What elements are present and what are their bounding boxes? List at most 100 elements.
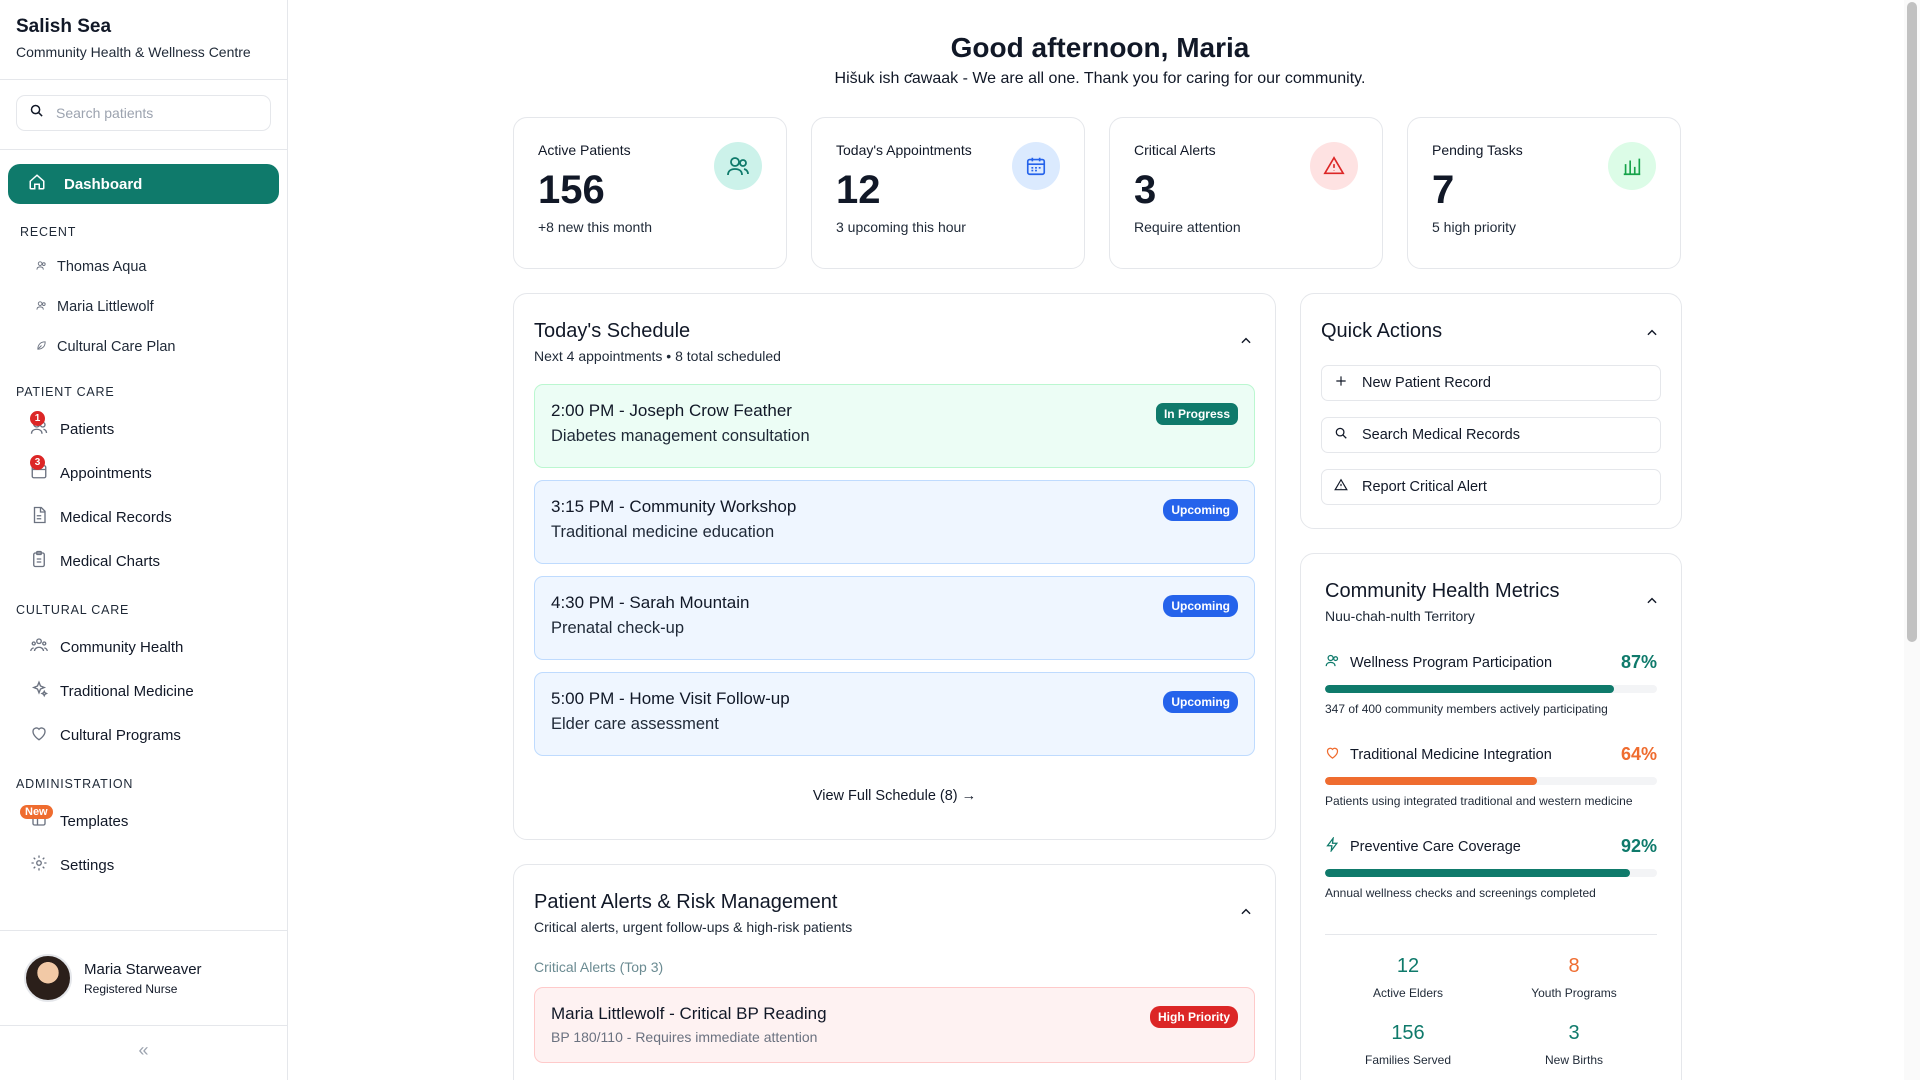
progress-fill — [1325, 777, 1538, 785]
nav-item-appointments[interactable]: 3 Appointments — [8, 451, 279, 495]
stat-note: 3 upcoming this hour — [836, 219, 966, 235]
metric-preventive-care: Preventive Care Coverage 92% Annual well… — [1325, 835, 1657, 900]
nav-item-community-health[interactable]: Community Health — [8, 625, 279, 669]
stat-label: Pending Tasks — [1432, 142, 1523, 158]
nav-item-label: Medical Records — [60, 508, 172, 526]
stat-label: Today's Appointments — [836, 142, 972, 158]
summary-value: 3 — [1568, 1022, 1580, 1044]
summary-label: Youth Programs — [1531, 986, 1617, 1000]
alerts-card: Patient Alerts & Risk Management Critica… — [513, 864, 1276, 1080]
summary-active-elders: 12 Active Elders — [1325, 955, 1491, 1000]
appointment-item[interactable]: 5:00 PM - Home Visit Follow-up Elder car… — [534, 672, 1255, 756]
chevron-up-icon[interactable] — [1645, 594, 1659, 613]
nav-item-templates[interactable]: New Templates — [8, 799, 279, 843]
new-patient-record-button[interactable]: New Patient Record — [1321, 365, 1661, 401]
recent-item-label: Maria Littlewolf — [57, 299, 154, 315]
stat-card-critical-alerts[interactable]: Critical Alerts 3 Require attention — [1109, 117, 1383, 269]
recent-list: Thomas Aqua Maria Littlewolf Cultural Ca… — [8, 247, 279, 367]
users-icon — [36, 299, 47, 315]
progress-bar — [1325, 685, 1657, 693]
stat-note: Require attention — [1134, 219, 1241, 235]
button-label: New Patient Record — [1362, 375, 1491, 391]
notification-badge: 3 — [30, 455, 45, 470]
search-box[interactable] — [16, 95, 271, 131]
summary-value: 156 — [1391, 1022, 1425, 1044]
stat-value: 7 — [1432, 168, 1455, 212]
alerts-subtitle: Critical alerts, urgent follow-ups & hig… — [534, 919, 853, 935]
notification-badge: 1 — [30, 411, 45, 426]
view-full-schedule-link[interactable]: View Full Schedule (8) → — [812, 788, 977, 804]
metric-percent: 87% — [1620, 652, 1657, 672]
users-icon — [36, 259, 47, 275]
nav-item-label: Templates — [60, 812, 129, 830]
metric-traditional-medicine: Traditional Medicine Integration 64% Pat… — [1325, 744, 1657, 808]
metric-note: Annual wellness checks and screenings co… — [1325, 886, 1596, 900]
chevron-up-icon[interactable] — [1239, 334, 1253, 353]
summary-value: 8 — [1568, 955, 1580, 977]
new-badge: New — [20, 805, 53, 819]
brand: Salish Sea Community Health & Wellness C… — [0, 0, 287, 80]
quick-actions-title: Quick Actions — [1321, 320, 1443, 342]
summary-youth-programs: 8 Youth Programs — [1491, 955, 1657, 1000]
nav-item-patients[interactable]: 1 Patients — [8, 407, 279, 451]
stat-card-appointments[interactable]: Today's Appointments 12 3 upcoming this … — [811, 117, 1085, 269]
appointment-item[interactable]: 4:30 PM - Sarah Mountain Prenatal check-… — [534, 576, 1255, 660]
brand-name: Salish Sea — [16, 16, 112, 37]
recent-item-label: Cultural Care Plan — [57, 339, 176, 355]
search-input[interactable] — [56, 105, 256, 121]
schedule-card: Today's Schedule Next 4 appointments • 8… — [513, 293, 1276, 840]
health-metrics-card: Community Health Metrics Nuu-chah-nulth … — [1300, 553, 1682, 1080]
scrollbar-thumb[interactable] — [1907, 2, 1917, 642]
metric-note: Patients using integrated traditional an… — [1325, 794, 1633, 808]
report-critical-alert-button[interactable]: Report Critical Alert — [1321, 469, 1661, 505]
nav-item-cultural-programs[interactable]: Cultural Programs — [8, 713, 279, 757]
nav-item-medical-charts[interactable]: Medical Charts — [8, 539, 279, 583]
administration-section-title: ADMINISTRATION — [16, 777, 134, 791]
stat-note: 5 high priority — [1432, 219, 1517, 235]
recent-item[interactable]: Cultural Care Plan — [8, 327, 279, 367]
nav-item-settings[interactable]: Settings — [8, 843, 279, 887]
metric-name: Wellness Program Participation — [1350, 654, 1553, 671]
metric-note: 347 of 400 community members actively pa… — [1325, 702, 1608, 716]
appointment-item[interactable]: 3:15 PM - Community Workshop Traditional… — [534, 480, 1255, 564]
sidebar: Salish Sea Community Health & Wellness C… — [0, 0, 288, 1080]
appointment-time: 3:15 PM - Community Workshop — [551, 497, 797, 516]
nav-item-medical-records[interactable]: Medical Records — [8, 495, 279, 539]
chevron-up-icon[interactable] — [1239, 905, 1253, 924]
quick-actions-card: Quick Actions New Patient Record Search … — [1300, 293, 1682, 529]
appointment-description: Elder care assessment — [551, 715, 719, 733]
progress-fill — [1325, 685, 1614, 693]
chevron-up-icon[interactable] — [1645, 326, 1659, 345]
stat-card-pending-tasks[interactable]: Pending Tasks 7 5 high priority — [1407, 117, 1681, 269]
summary-label: New Births — [1544, 1053, 1603, 1067]
summary-new-births: 3 New Births — [1491, 1022, 1657, 1067]
status-badge: Upcoming — [1163, 595, 1238, 617]
summary-value: 12 — [1396, 955, 1420, 977]
metric-summary-grid: 12 Active Elders 8 Youth Programs 156 Fa… — [1325, 934, 1657, 1067]
nav-item-label: Community Health — [60, 638, 184, 656]
user-role: Registered Nurse — [84, 981, 178, 996]
stat-card-active-patients[interactable]: Active Patients 156 +8 new this month — [513, 117, 787, 269]
recent-section-title: RECENT — [20, 225, 77, 239]
page-scrollbar[interactable] — [1904, 0, 1920, 1080]
recent-item[interactable]: Thomas Aqua — [8, 247, 279, 287]
search-icon — [1334, 426, 1348, 444]
stats-row: Active Patients 156 +8 new this month To… — [513, 117, 1681, 269]
stat-value: 156 — [538, 168, 605, 212]
search-medical-records-button[interactable]: Search Medical Records — [1321, 417, 1661, 453]
collapse-sidebar-button[interactable]: « — [0, 1040, 287, 1061]
appointment-list: 2:00 PM - Joseph Crow Feather Diabetes m… — [534, 384, 1255, 756]
summary-families-served: 156 Families Served — [1325, 1022, 1491, 1067]
schedule-title: Today's Schedule — [534, 320, 691, 342]
user-profile[interactable]: Maria Starweaver Registered Nurse — [0, 930, 287, 1026]
recent-item[interactable]: Maria Littlewolf — [8, 287, 279, 327]
summary-label: Families Served — [1364, 1053, 1452, 1067]
alert-item[interactable]: Maria Littlewolf - Critical BP Reading B… — [534, 987, 1255, 1063]
nav-item-dashboard[interactable]: Dashboard — [8, 164, 279, 204]
file-icon — [30, 506, 48, 528]
appointment-item[interactable]: 2:00 PM - Joseph Crow Feather Diabetes m… — [534, 384, 1255, 468]
warning-icon — [1310, 142, 1358, 190]
heart-icon — [1325, 745, 1340, 764]
nav-item-traditional-medicine[interactable]: Traditional Medicine — [8, 669, 279, 713]
users-icon — [30, 636, 48, 658]
